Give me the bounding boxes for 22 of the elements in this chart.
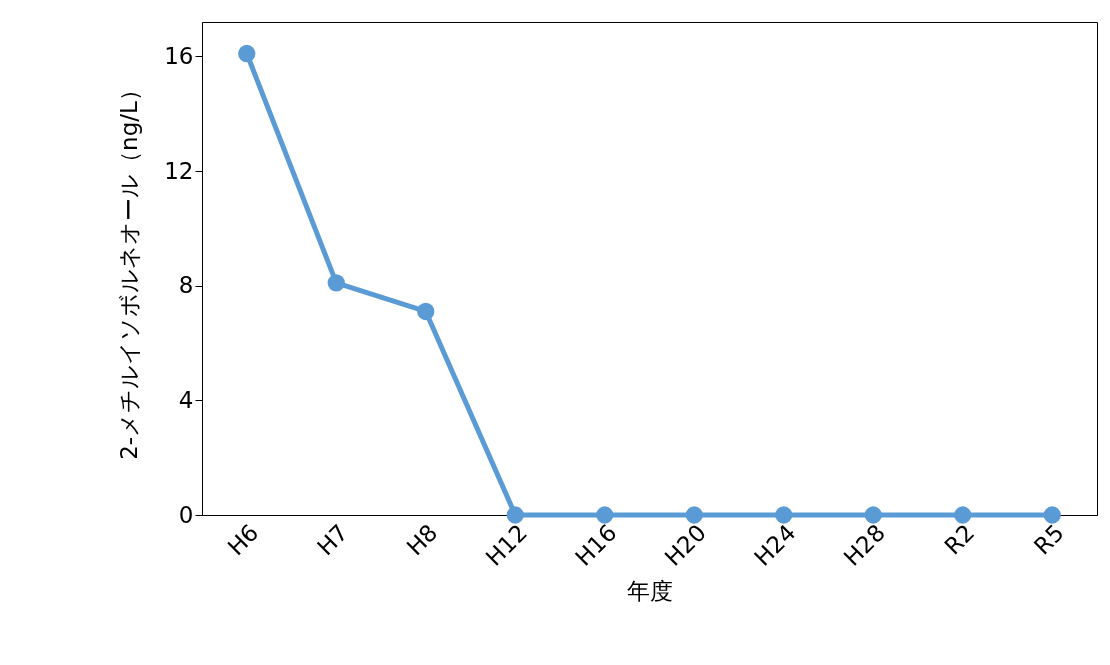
y-axis-title: 2-メチルイソボルネオール（ng/L） (116, 78, 143, 460)
point (685, 506, 703, 524)
point (417, 302, 435, 321)
y-tick-label: 16 (164, 42, 194, 69)
point (775, 506, 793, 524)
point (1043, 506, 1061, 524)
point (327, 274, 345, 292)
x-tick-label: H6 (222, 519, 264, 561)
x-tick-label: H8 (401, 519, 443, 561)
x-tick-label: R5 (1028, 519, 1070, 560)
y-tick-label: 4 (178, 386, 194, 413)
y-tick-label: 0 (178, 501, 194, 528)
point (954, 506, 972, 524)
x-tick-label: H7 (312, 519, 354, 561)
point (238, 44, 256, 63)
y-tick-label: 12 (164, 157, 194, 184)
point (506, 506, 524, 524)
x-tick-label: R2 (939, 519, 980, 560)
y-tick-label: 8 (178, 272, 194, 299)
x-axis-title: 年度 (627, 577, 673, 604)
point (596, 506, 614, 524)
point (864, 506, 882, 524)
